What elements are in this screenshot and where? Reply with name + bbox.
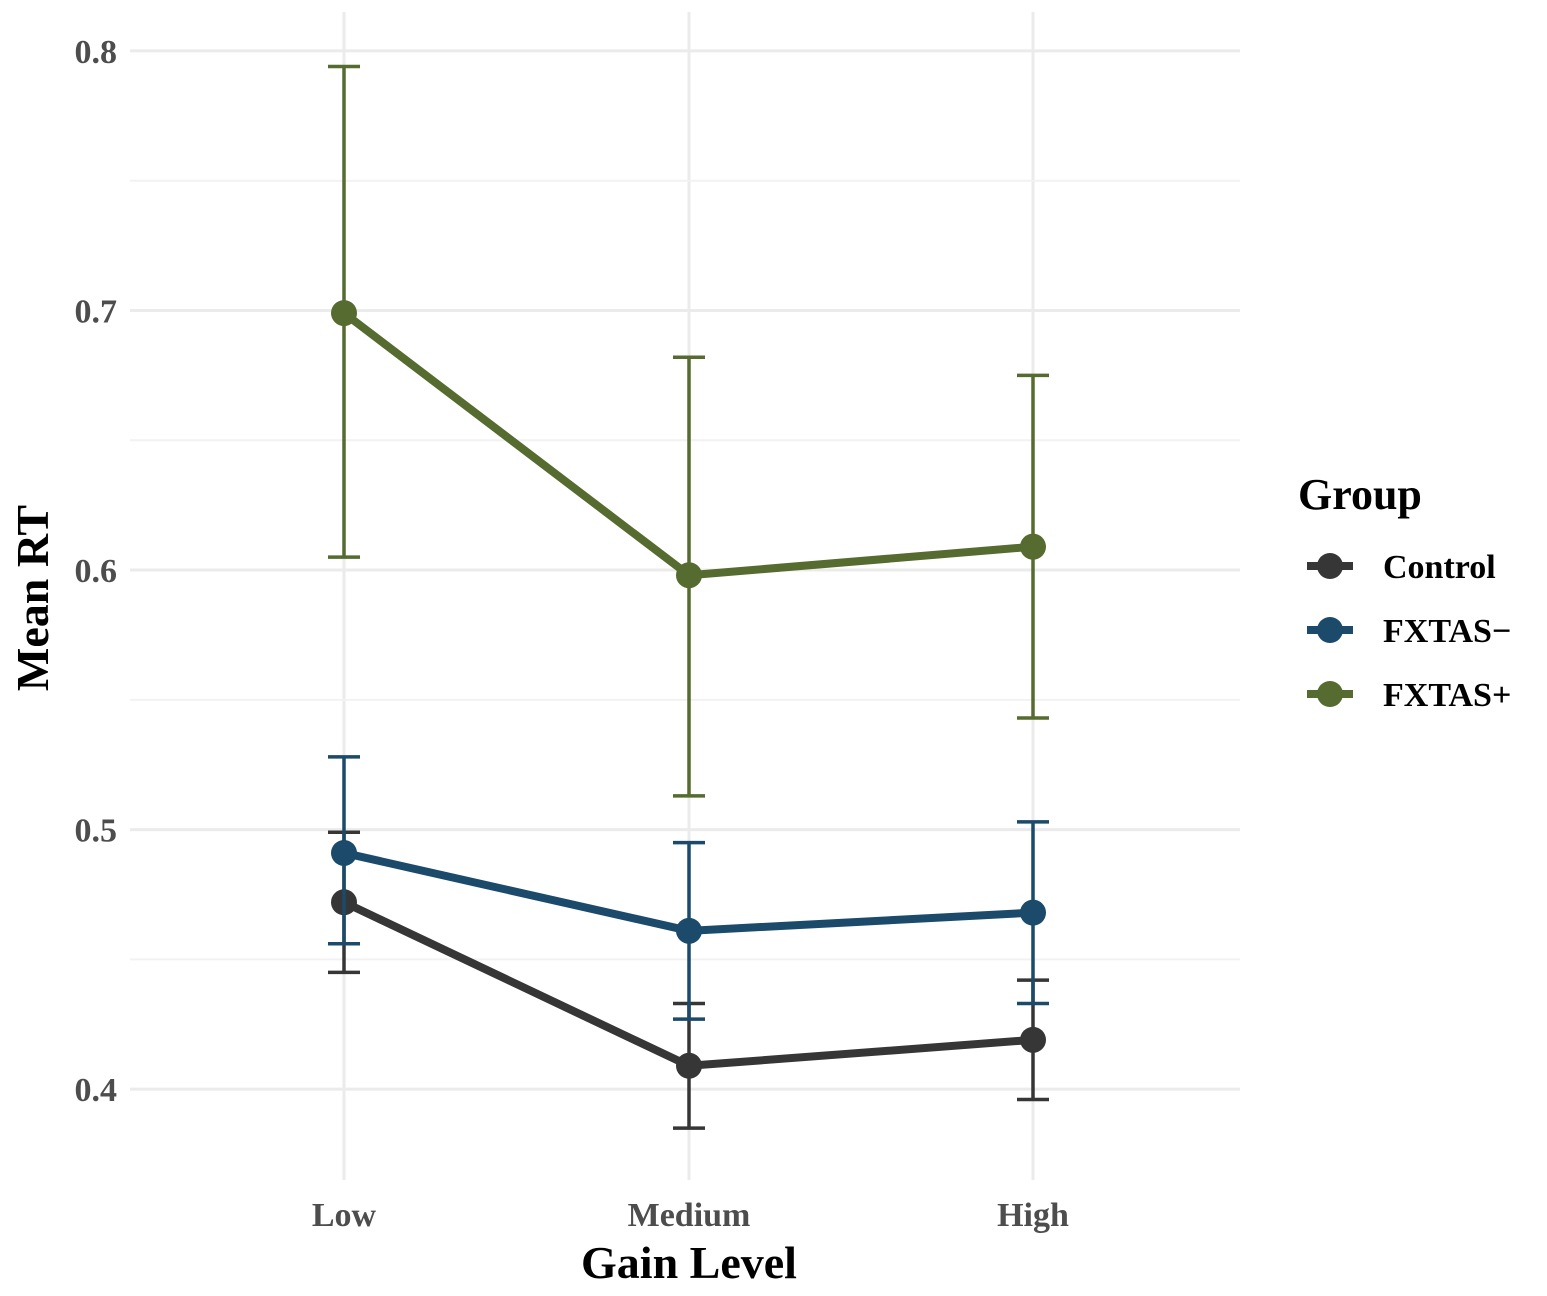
legend-entry: Control (1307, 549, 1496, 586)
data-point (676, 562, 702, 589)
series-1 (328, 755, 1049, 1021)
data-point (1020, 1026, 1046, 1053)
y-tick-label: 0.7 (75, 293, 118, 330)
y-axis-title: Mean RT (7, 505, 58, 691)
legend-entry: FXTAS− (1307, 613, 1511, 650)
legend-label: FXTAS+ (1383, 677, 1511, 714)
grid (130, 12, 1240, 1180)
legend-entry: FXTAS+ (1307, 677, 1511, 714)
legend-title: Group (1298, 470, 1422, 519)
legend-label: Control (1383, 549, 1496, 586)
x-tick-label: Low (312, 1197, 377, 1234)
y-tick-label: 0.8 (75, 34, 118, 71)
legend-key-point (1317, 553, 1343, 579)
x-tick-label: High (997, 1197, 1069, 1234)
series-2 (328, 64, 1049, 798)
legend-key-point (1317, 681, 1343, 707)
x-axis-ticks: Low Medium High (312, 1197, 1069, 1234)
y-axis-ticks: 0.4 0.5 0.6 0.7 0.8 (75, 34, 118, 1109)
y-tick-label: 0.4 (75, 1072, 118, 1109)
x-tick-label: Medium (628, 1197, 751, 1234)
data-point (331, 839, 357, 866)
y-tick-label: 0.6 (75, 553, 118, 590)
series-layer (328, 64, 1049, 1130)
data-point (1020, 899, 1046, 926)
x-axis-title: Gain Level (581, 1237, 797, 1288)
legend: Group Control FXTAS− FXTAS+ (1298, 470, 1511, 714)
y-tick-label: 0.5 (75, 813, 118, 850)
legend-label: FXTAS− (1383, 613, 1511, 650)
data-point (331, 300, 357, 327)
data-point (676, 1052, 702, 1079)
data-point (1020, 533, 1046, 560)
legend-key-point (1317, 617, 1343, 643)
data-point (676, 917, 702, 944)
